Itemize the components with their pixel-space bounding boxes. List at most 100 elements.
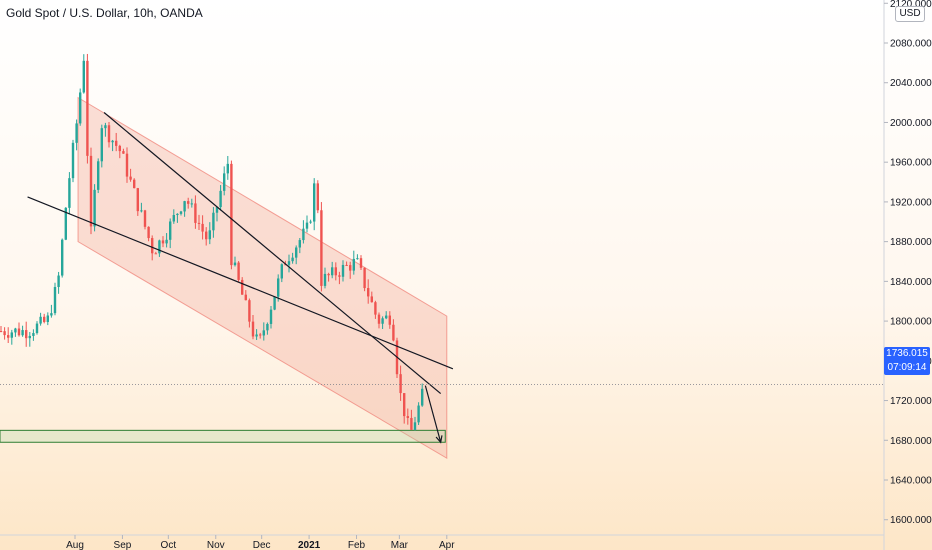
candle-body — [266, 323, 269, 331]
candle-body — [359, 258, 363, 268]
time-tick-label: Dec — [253, 540, 271, 550]
candle-body — [284, 264, 287, 266]
candle-body — [183, 201, 186, 212]
candle-body — [176, 213, 179, 216]
candle-body — [370, 296, 373, 303]
candle-body — [215, 207, 219, 213]
time-tick-label: Feb — [348, 540, 366, 550]
candle-body — [25, 330, 28, 339]
candle-body — [223, 173, 226, 191]
candle-body — [115, 140, 118, 146]
candle-body — [388, 315, 391, 325]
candle-body — [71, 142, 75, 179]
candle-body — [320, 210, 323, 286]
candle-body — [363, 267, 366, 289]
candle-body — [104, 125, 107, 129]
time-tick-label: Aug — [66, 540, 84, 550]
time-tick-label: Oct — [161, 540, 177, 550]
candle-body — [125, 153, 129, 177]
candle-body — [201, 223, 204, 232]
candle-body — [28, 335, 31, 339]
candle-body — [316, 183, 319, 211]
candle-body — [35, 323, 39, 334]
price-tick-label: 2120.000 — [890, 0, 932, 10]
candle-body — [61, 239, 64, 276]
candle-body — [417, 405, 420, 423]
candle-body — [392, 324, 395, 341]
price-tick-label: 1840.000 — [890, 277, 932, 288]
candle-body — [133, 179, 136, 189]
candle-body — [410, 417, 413, 430]
candle-body — [197, 222, 201, 224]
candle-body — [356, 258, 359, 260]
candle-body — [273, 296, 276, 310]
candle-body — [205, 231, 208, 240]
candle-body — [295, 247, 298, 258]
candle-body — [190, 203, 193, 205]
trendline-lower — [27, 196, 454, 370]
candle-body — [39, 316, 42, 324]
candle-body — [219, 190, 222, 208]
price-tick-label: 1640.000 — [890, 476, 932, 487]
candle-body — [165, 239, 168, 244]
currency-badge[interactable]: USD — [895, 6, 925, 22]
price-tick-label: 2000.000 — [890, 118, 932, 129]
candle-body — [287, 261, 291, 265]
time-tick-label: 2021 — [298, 540, 321, 550]
candle-body — [0, 331, 3, 333]
candle-body — [43, 316, 46, 322]
candle-body — [226, 163, 229, 174]
candle-body — [421, 388, 424, 406]
candle-body — [244, 294, 247, 301]
candle-body — [17, 328, 21, 336]
time-tick-label: Apr — [439, 540, 455, 550]
last-price-value: 1736.015 — [886, 348, 928, 359]
candle-body — [50, 313, 53, 316]
candle-body — [381, 318, 384, 324]
price-tick-label: 1800.000 — [890, 317, 932, 328]
candle-body — [230, 163, 233, 266]
price-tick-label: 1920.000 — [890, 197, 932, 208]
candle-body — [10, 332, 13, 338]
candle-body — [111, 140, 114, 143]
candle-body — [262, 330, 265, 336]
candle-body — [413, 422, 417, 430]
candle-body — [169, 221, 172, 240]
candle-body — [151, 238, 154, 254]
candle-body — [269, 309, 273, 324]
candle-body — [75, 123, 78, 143]
candle-body — [305, 222, 309, 229]
trendline-upper — [103, 112, 442, 395]
candle-body — [107, 125, 111, 143]
candle-body — [334, 267, 337, 276]
candle-body — [406, 416, 409, 418]
candle-body — [313, 183, 316, 222]
price-tick-label: 1600.000 — [890, 515, 932, 526]
candle-body — [345, 264, 348, 266]
candle-body — [97, 161, 100, 190]
candle-body — [7, 335, 10, 338]
candle-body — [100, 128, 103, 162]
candle-body — [237, 262, 240, 280]
candle-body — [212, 212, 215, 231]
candle-body — [118, 145, 121, 152]
candle-body — [331, 267, 334, 276]
time-tick-label: Nov — [207, 540, 225, 550]
candle-body — [82, 60, 85, 93]
candle-body — [187, 201, 190, 204]
candle-body — [154, 253, 157, 255]
candle-body — [233, 262, 237, 266]
candle-body — [399, 374, 402, 394]
candle-body — [89, 155, 93, 227]
candle-body — [251, 321, 255, 337]
candle-body — [338, 275, 341, 277]
price-axis[interactable]: 2120.000 2080.000 2040.000 2000.000 1960.000… — [883, 0, 932, 550]
candle-body — [255, 334, 258, 337]
support-zone-box — [0, 429, 446, 443]
time-axis[interactable]: Aug Sep Oct Nov Dec 2021 Feb Mar Apr — [0, 534, 884, 550]
candle-body — [309, 221, 312, 223]
price-tick-label: 1960.000 — [890, 158, 932, 169]
candle-body — [68, 178, 71, 208]
